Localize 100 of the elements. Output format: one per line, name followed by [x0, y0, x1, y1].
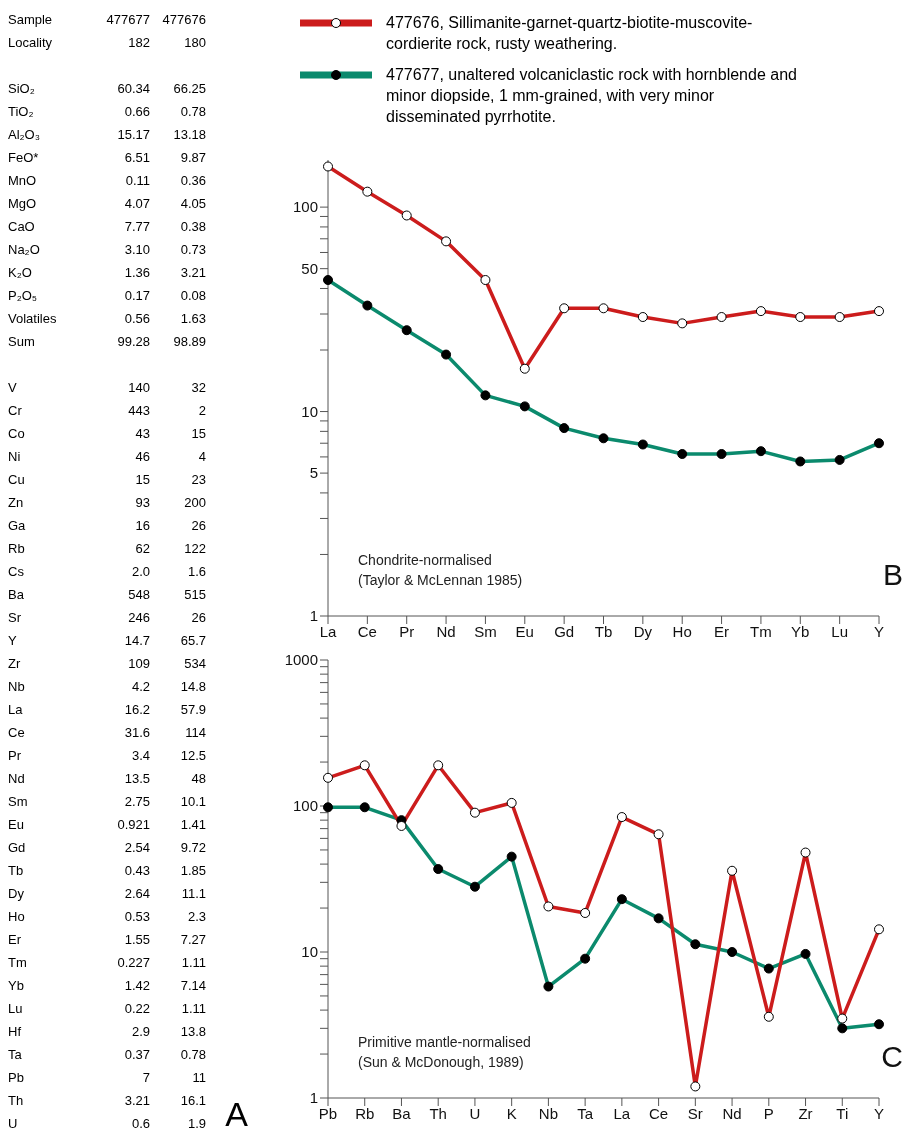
data-label: 11	[191, 1070, 206, 1085]
data-label: 3.10	[123, 242, 150, 257]
data-label: 10.1	[179, 794, 206, 809]
category-label: Zn	[8, 495, 25, 510]
x-tick-label: Ba	[392, 1104, 412, 1122]
data-label: 9.72	[179, 840, 206, 855]
data-label: 15	[134, 472, 150, 487]
data-label: 4.2	[130, 679, 150, 694]
data-label: 13.8	[179, 1024, 206, 1039]
data-label: 2.9	[130, 1024, 150, 1039]
data-label: 548	[127, 587, 150, 602]
data-label: 2.0	[130, 564, 150, 579]
category-label: Dy	[8, 886, 25, 901]
x-tick-label: Ti	[836, 1104, 849, 1122]
data-label: 31.6	[123, 725, 150, 740]
data-label: 122	[183, 541, 206, 556]
data-label: 1.11	[180, 955, 206, 970]
data-label: 15	[190, 426, 206, 441]
category-label: SiO₂	[8, 81, 36, 96]
data-label: 14.7	[123, 633, 150, 648]
category-label: Volatiles	[8, 311, 58, 326]
x-tick-label: La	[613, 1104, 631, 1122]
data-label: 2.64	[123, 886, 150, 901]
data-label: 1.11	[180, 1001, 206, 1016]
x-tick-label: Ta	[577, 1104, 594, 1122]
x-tick-label: Tb	[594, 622, 613, 640]
data-label: 15.17	[116, 127, 150, 142]
data-label: 0.37	[123, 1047, 150, 1062]
data-label: 515	[183, 587, 206, 602]
category-label: Cr	[8, 403, 23, 418]
x-tick-label: Eu	[515, 622, 534, 640]
data-label: 11.1	[180, 886, 206, 901]
category-label: Ta	[8, 1047, 23, 1062]
data-label: 7.77	[123, 219, 150, 234]
data-label: 65.7	[179, 633, 206, 648]
category-label: La	[8, 702, 24, 717]
data-label: 0.11	[124, 173, 150, 188]
y-tick-label: 1	[309, 1089, 318, 1107]
data-label: 0.78	[179, 104, 206, 119]
category-label: Pb	[8, 1070, 25, 1085]
data-label: 1.6	[186, 564, 206, 579]
text: 477676	[161, 12, 206, 27]
data-label: 0.227	[116, 955, 150, 970]
x-tick-label: Lu	[831, 622, 848, 640]
x-tick-label: K	[506, 1104, 517, 1122]
data-label: 1.41	[179, 817, 206, 832]
annotation: Chondrite-normalised (Taylor & McLennan 1985)	[358, 551, 523, 590]
category-label: V	[8, 380, 18, 395]
x-tick-label: Er	[714, 622, 730, 640]
category-label: Locality	[8, 35, 54, 50]
data-label: 4	[197, 449, 206, 464]
data-label: 246	[127, 610, 150, 625]
legend-label: 477676, Sillimanite-garnet-quartz-biotite-muscovite-cordierite rock, rusty weathering.	[386, 13, 754, 54]
data-label: 9.87	[179, 150, 206, 165]
data-label: 109	[127, 656, 150, 671]
category-label: Co	[8, 426, 26, 441]
category-label: Tb	[8, 863, 25, 878]
data-label: 93	[134, 495, 150, 510]
data-label: 3.21	[179, 265, 206, 280]
data-label: 4.07	[123, 196, 150, 211]
data-label: 12.5	[179, 748, 206, 763]
data-label: 32	[190, 380, 206, 395]
data-label: 0.53	[123, 909, 150, 924]
x-tick-label: P	[763, 1104, 774, 1122]
category-label: Ho	[8, 909, 26, 924]
data-label: 1.55	[123, 932, 150, 947]
data-label: 43	[134, 426, 150, 441]
category-label: Pr	[8, 748, 22, 763]
data-label: 140	[127, 380, 150, 395]
data-label: 98.89	[172, 334, 206, 349]
data-label: 0.78	[179, 1047, 206, 1062]
data-label: 0.56	[123, 311, 150, 326]
x-tick-label: Rb	[355, 1104, 375, 1122]
category-label: MnO	[8, 173, 38, 188]
category-label: FeO*	[8, 150, 40, 165]
category-label: P₂O₅	[8, 288, 39, 303]
category-label: Na₂O	[8, 242, 41, 257]
category-label: MgO	[8, 196, 38, 211]
data-label: 13.18	[172, 127, 206, 142]
data-label: 3.21	[123, 1093, 150, 1108]
category-label: Zr	[8, 656, 22, 671]
data-label: 2.3	[186, 909, 206, 924]
category-label: Nb	[8, 679, 26, 694]
x-tick-label: Ce	[649, 1104, 669, 1122]
data-label: 443	[127, 403, 150, 418]
data-label: 0.08	[179, 288, 206, 303]
category-label: Ni	[8, 449, 22, 464]
data-label: 1.9	[186, 1116, 206, 1131]
category-label: Yb	[8, 978, 25, 993]
category-label: Hf	[8, 1024, 22, 1039]
data-label: 180	[183, 35, 206, 50]
data-label: 0.6	[130, 1116, 150, 1131]
x-tick-label: Ho	[672, 622, 692, 640]
annotation: Primitive mantle-normalised (Sun & McDonough, 1989)	[358, 1033, 531, 1072]
data-label: 16.2	[123, 702, 150, 717]
data-label: 1.85	[179, 863, 206, 878]
category-label: K₂O	[8, 265, 33, 280]
category-label: Ga	[8, 518, 27, 533]
data-label: 13.5	[123, 771, 150, 786]
data-label: 46	[134, 449, 150, 464]
